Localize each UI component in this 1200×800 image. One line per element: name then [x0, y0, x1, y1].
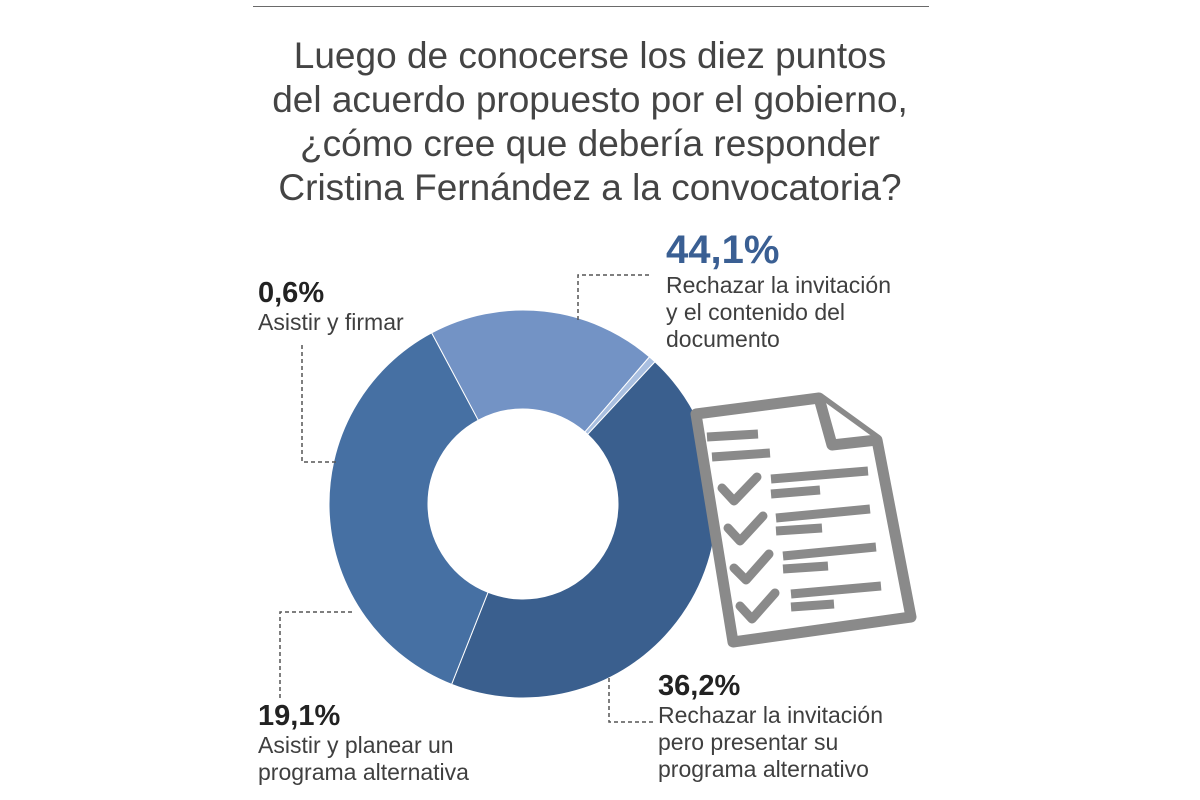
value-rechazar: 44,1%	[666, 228, 780, 272]
text-firmar: Asistir y firmar	[258, 309, 404, 335]
value-alternativo: 36,2%	[658, 670, 741, 702]
checklist-icon	[690, 392, 917, 648]
text-rechazar: Rechazar la invitación y el contenido de…	[666, 272, 892, 352]
leader-line-planear	[279, 611, 352, 700]
label-alternativo: 36,2% Rechazar la invitación pero presen…	[658, 670, 883, 783]
title-line-2: del acuerdo propuesto por el gobierno,	[272, 79, 908, 120]
value-planear: 19,1%	[258, 700, 341, 732]
slice-alternativo	[328, 332, 489, 686]
leader-line-alternativo	[608, 678, 654, 723]
slice-planear	[431, 309, 651, 433]
label-planear: 19,1% Asistir y planear un programa alte…	[258, 700, 469, 786]
chart-title: Luego de conocerse los diez puntos del a…	[250, 34, 930, 210]
donut-slices	[328, 309, 718, 699]
slice-firmar	[584, 356, 656, 436]
title-line-4: Cristina Fernández a la convocatoria?	[278, 167, 902, 208]
leader-line-firmar	[301, 342, 336, 463]
title-line-3: ¿cómo cree que debería responder	[299, 123, 880, 164]
label-firmar: 0,6% Asistir y firmar	[258, 277, 404, 336]
text-alternativo: Rechazar la invitación pero presentar su…	[658, 702, 884, 782]
top-rule	[253, 6, 929, 7]
label-rechazar: 44,1% Rechazar la invitación y el conten…	[666, 228, 891, 353]
title-line-1: Luego de conocerse los diez puntos	[293, 35, 887, 76]
value-firmar: 0,6%	[258, 277, 325, 309]
text-planear: Asistir y planear un programa alternativ…	[258, 732, 469, 785]
leader-line-rechazar	[577, 274, 652, 320]
